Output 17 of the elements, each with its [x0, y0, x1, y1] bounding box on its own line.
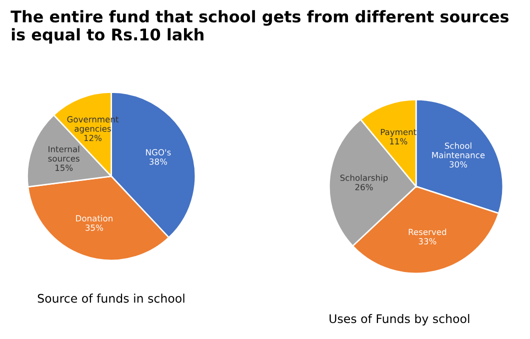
- data-label: 30%: [450, 161, 468, 168]
- data-label: 12%: [84, 134, 102, 142]
- slice-label: Scholarship: [340, 174, 388, 183]
- slice-label: NGO's: [146, 149, 171, 156]
- slice-label: Reserved: [408, 228, 446, 236]
- data-label: 33%: [418, 238, 436, 244]
- data-label: 15%: [55, 164, 73, 171]
- data-label: 35%: [86, 224, 104, 231]
- slice-label: Internal sources: [48, 146, 80, 162]
- data-label: 11%: [390, 138, 408, 144]
- text: Uses of Funds by school: [330, 314, 470, 326]
- data-label: 38%: [150, 158, 167, 165]
- source-note: Source of funds in school: [38, 294, 184, 303]
- text: The entire fund that school gets from different sources is equal to Rs.10 lakh: [10, 10, 508, 44]
- slice-label: Donation: [76, 215, 112, 222]
- data-label: 26%: [355, 184, 373, 190]
- slice-label: School Maintenance: [432, 142, 485, 158]
